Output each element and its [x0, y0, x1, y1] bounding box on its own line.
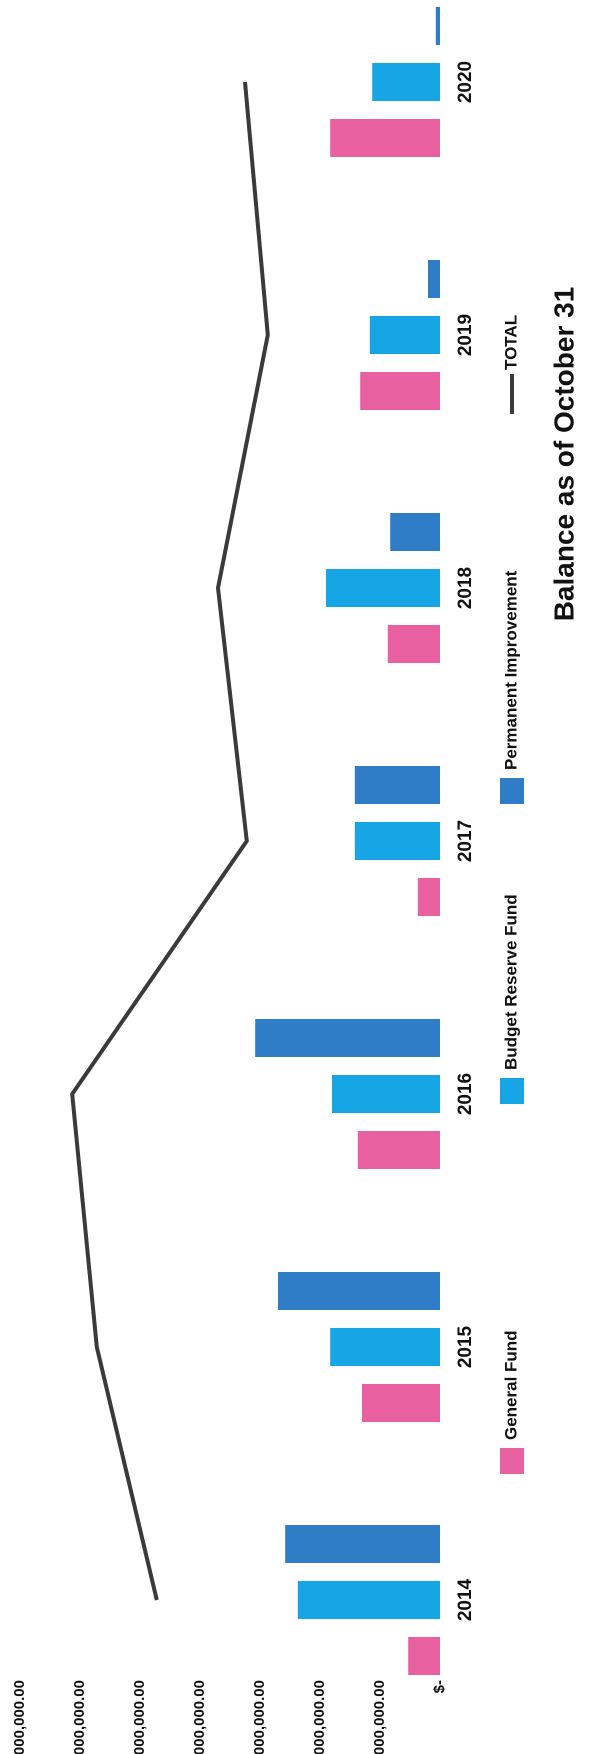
y-tick-label: $7,000,000.00 [11, 1680, 28, 1754]
bar [357, 1131, 440, 1169]
y-tick-label: $2,000,000.00 [311, 1680, 328, 1754]
bar [354, 822, 440, 860]
bar [362, 1384, 440, 1422]
legend-label: General Fund [501, 1330, 520, 1440]
legend-swatch [500, 1078, 524, 1104]
bar [369, 316, 440, 354]
bar [332, 1075, 440, 1113]
bar [360, 372, 441, 410]
chart-title: Balance as of October 31 [548, 287, 579, 622]
y-tick-label: $1,000,000.00 [371, 1680, 388, 1754]
legend-swatch [500, 1448, 524, 1474]
bar [417, 878, 440, 916]
legend-label: Permanent Improvement [501, 570, 520, 770]
y-tick-label: $- [431, 1680, 448, 1693]
bar [326, 569, 440, 607]
bar [428, 260, 440, 298]
y-tick-label: $3,000,000.00 [251, 1680, 268, 1754]
legend-label: Budget Reserve Fund [501, 894, 520, 1070]
bar [387, 625, 440, 663]
bar [255, 1019, 440, 1057]
y-tick-label: $4,000,000.00 [191, 1680, 208, 1754]
bar [285, 1525, 441, 1563]
x-tick-label: 2017 [455, 820, 476, 862]
legend-swatch [500, 778, 524, 804]
x-tick-label: 2019 [455, 314, 476, 356]
total-line [70, 81, 270, 1601]
rotated-chart: Balance as of October 31 $- $1,000,000.00… [11, 7, 579, 1754]
bar [390, 513, 441, 551]
y-tick-label: $5,000,000.00 [131, 1680, 148, 1754]
legend-label: TOTAL [501, 315, 520, 370]
bar [330, 1328, 441, 1366]
x-tick-label: 2020 [455, 61, 476, 103]
bar [372, 63, 441, 101]
bar [278, 1272, 440, 1310]
bar [435, 7, 440, 45]
bar [354, 766, 440, 804]
y-tick-label: $6,000,000.00 [71, 1680, 88, 1754]
x-tick-label: 2018 [455, 567, 476, 609]
x-tick-label: 2015 [455, 1325, 476, 1368]
x-tick-label: 2014 [455, 1578, 476, 1621]
bar [408, 1637, 441, 1675]
bar [297, 1581, 440, 1619]
x-tick-label: 2016 [455, 1073, 476, 1115]
bar [330, 119, 441, 157]
